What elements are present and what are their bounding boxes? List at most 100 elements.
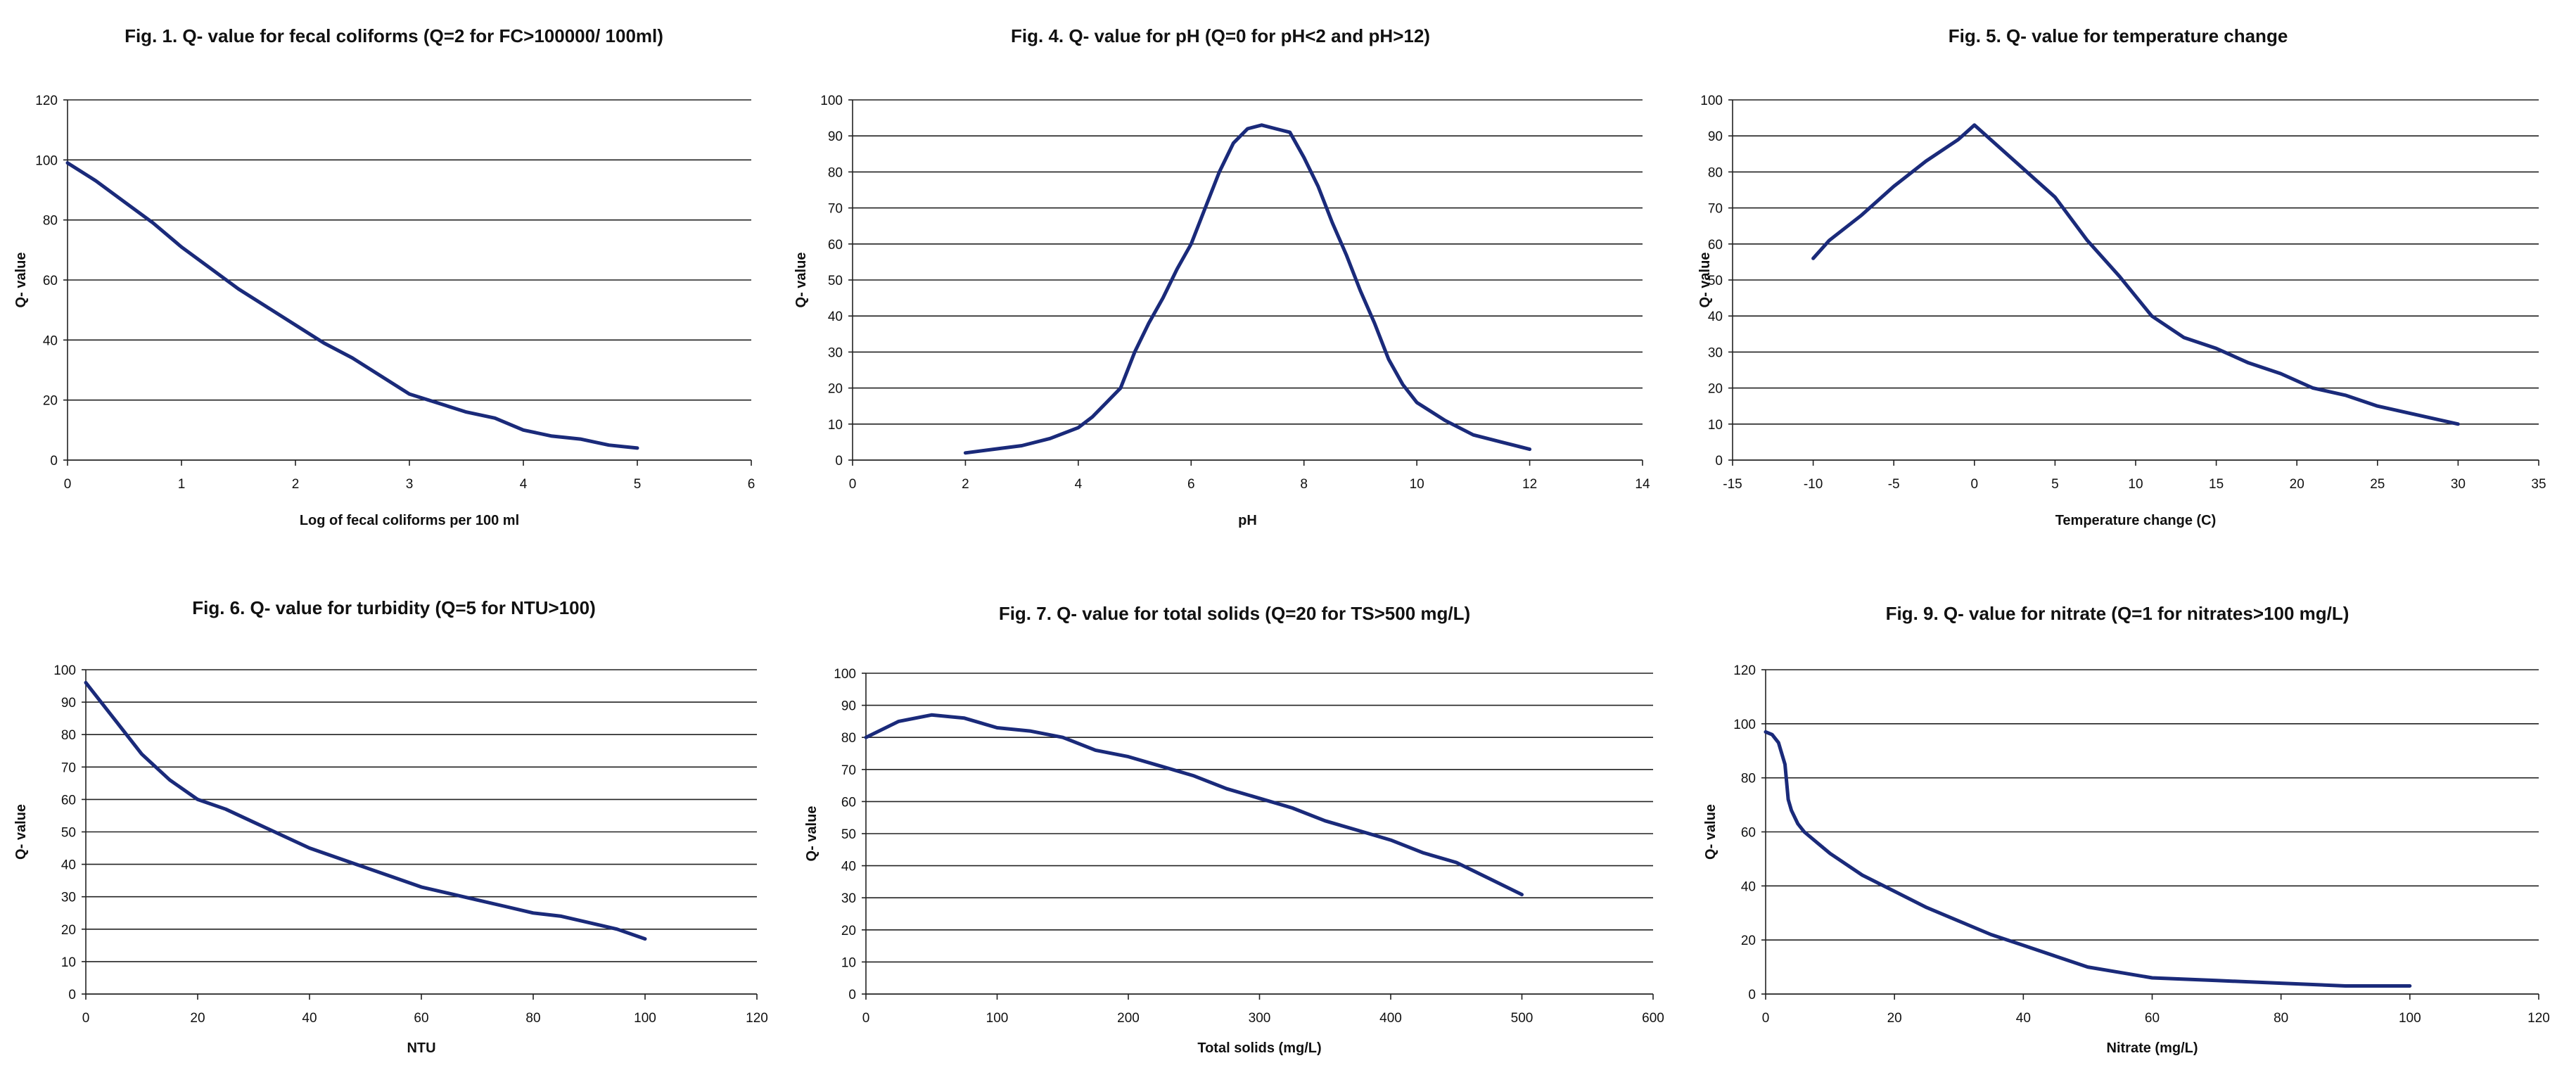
x-axis-label: pH	[1238, 513, 1257, 528]
y-tick-label: 80	[1708, 165, 1723, 180]
y-tick-label: 70	[1708, 202, 1723, 217]
y-tick-label: 70	[61, 760, 76, 775]
x-tick-label: 8	[1300, 477, 1308, 492]
x-tick-label: 100	[986, 1011, 1009, 1026]
series-line	[65, 161, 639, 450]
x-tick-label: 0	[64, 477, 72, 492]
x-tick-label: 0	[82, 1011, 90, 1026]
y-tick-label: 80	[61, 728, 76, 743]
chart-6: Fig. 9. Q- value for nitrate (Q=1 for ni…	[1703, 603, 2550, 1056]
y-tick-label: 80	[841, 731, 856, 746]
y-tick-label: 40	[841, 860, 856, 874]
y-tick-label: 100	[1700, 94, 1723, 108]
x-tick-label: 12	[1522, 477, 1537, 492]
chart-title: Fig. 9. Q- value for nitrate (Q=1 for ni…	[1886, 603, 2349, 624]
x-axis-label: Nitrate (mg/L)	[2107, 1040, 2198, 1056]
y-tick-label: 0	[50, 454, 58, 469]
y-tick-label: 120	[1733, 663, 1756, 678]
x-tick-label: -15	[1723, 477, 1742, 492]
x-tick-label: 10	[2128, 477, 2143, 492]
y-tick-label: 40	[828, 310, 843, 324]
x-tick-label: 10	[1410, 477, 1424, 492]
x-tick-label: 20	[2290, 477, 2304, 492]
y-tick-label: 60	[828, 238, 843, 253]
y-axis-label: Q- value	[793, 253, 809, 308]
x-axis-label: NTU	[407, 1040, 435, 1056]
y-tick-label: 60	[1741, 826, 1756, 841]
chart-title: Fig. 5. Q- value for temperature change	[1949, 25, 2288, 46]
y-axis-label: Q- value	[13, 253, 29, 308]
x-tick-label: 20	[1887, 1011, 1902, 1026]
x-tick-label: 4	[1075, 477, 1083, 492]
chart-title: Fig. 7. Q- value for total solids (Q=20 …	[999, 603, 1470, 624]
series-line	[963, 123, 1532, 455]
x-tick-label: 60	[2145, 1011, 2160, 1026]
y-tick-label: 30	[1708, 345, 1723, 360]
y-tick-label: 100	[1733, 718, 1756, 732]
x-tick-label: 500	[1511, 1011, 1534, 1026]
chart-4: Fig. 6. Q- value for turbidity (Q=5 for …	[13, 597, 768, 1056]
x-tick-label: 20	[190, 1011, 205, 1026]
y-tick-label: 90	[1708, 129, 1723, 144]
y-tick-label: 90	[841, 699, 856, 714]
y-tick-label: 60	[43, 274, 58, 288]
x-axis-label: Temperature change (C)	[2055, 513, 2217, 528]
y-tick-label: 40	[1708, 310, 1723, 324]
x-tick-label: 80	[2274, 1011, 2288, 1026]
series-line	[84, 680, 647, 941]
series-line	[1764, 730, 2412, 988]
series-line	[1811, 123, 2460, 426]
x-tick-label: 200	[1117, 1011, 1140, 1026]
y-tick-label: 40	[43, 333, 58, 348]
x-tick-label: 25	[2370, 477, 2385, 492]
x-tick-label: 35	[2531, 477, 2546, 492]
x-tick-label: 30	[2451, 477, 2466, 492]
x-tick-label: 6	[748, 477, 755, 492]
y-tick-label: 90	[828, 129, 843, 144]
x-axis-label: Total solids (mg/L)	[1197, 1040, 1321, 1056]
y-tick-label: 40	[61, 858, 76, 873]
series-line	[864, 713, 1524, 897]
y-tick-label: 90	[61, 696, 76, 711]
y-tick-label: 10	[1708, 418, 1723, 433]
x-tick-label: 0	[849, 477, 857, 492]
y-tick-label: 80	[43, 214, 58, 229]
y-tick-label: 0	[68, 988, 76, 1002]
x-tick-label: 600	[1642, 1011, 1664, 1026]
x-tick-label: 4	[520, 477, 528, 492]
y-tick-label: 80	[828, 165, 843, 180]
x-tick-label: 5	[634, 477, 642, 492]
y-tick-label: 70	[841, 763, 856, 778]
y-tick-label: 60	[841, 795, 856, 810]
x-tick-label: 6	[1187, 477, 1195, 492]
y-tick-label: 100	[35, 153, 58, 168]
y-tick-label: 70	[828, 202, 843, 217]
y-tick-label: 10	[841, 955, 856, 970]
y-tick-label: 10	[828, 418, 843, 433]
x-tick-label: 100	[634, 1011, 656, 1026]
chart-3: Fig. 5. Q- value for temperature change 0…	[1697, 25, 2546, 528]
x-tick-label: 60	[414, 1011, 428, 1026]
chart-2: Fig. 4. Q- value for pH (Q=0 for pH<2 an…	[793, 25, 1650, 528]
x-tick-label: 120	[746, 1011, 768, 1026]
chart-title: Fig. 1. Q- value for fecal coliforms (Q=…	[125, 25, 663, 46]
y-tick-label: 40	[1741, 879, 1756, 894]
x-tick-label: 5	[2051, 477, 2059, 492]
x-tick-label: 300	[1249, 1011, 1271, 1026]
y-tick-label: 100	[820, 94, 843, 108]
y-tick-label: 100	[53, 663, 76, 678]
x-tick-label: 2	[962, 477, 969, 492]
x-tick-label: 0	[1762, 1011, 1770, 1026]
y-tick-label: 0	[1715, 454, 1723, 469]
x-tick-label: 400	[1379, 1011, 1402, 1026]
x-tick-label: 40	[302, 1011, 317, 1026]
y-tick-label: 0	[848, 988, 856, 1002]
x-tick-label: 2	[292, 477, 300, 492]
x-tick-label: 3	[406, 477, 414, 492]
x-tick-label: 40	[2016, 1011, 2031, 1026]
y-tick-label: 80	[1741, 772, 1756, 786]
chart-title: Fig. 6. Q- value for turbidity (Q=5 for …	[192, 597, 596, 618]
y-tick-label: 50	[828, 274, 843, 288]
y-tick-label: 50	[841, 827, 856, 842]
